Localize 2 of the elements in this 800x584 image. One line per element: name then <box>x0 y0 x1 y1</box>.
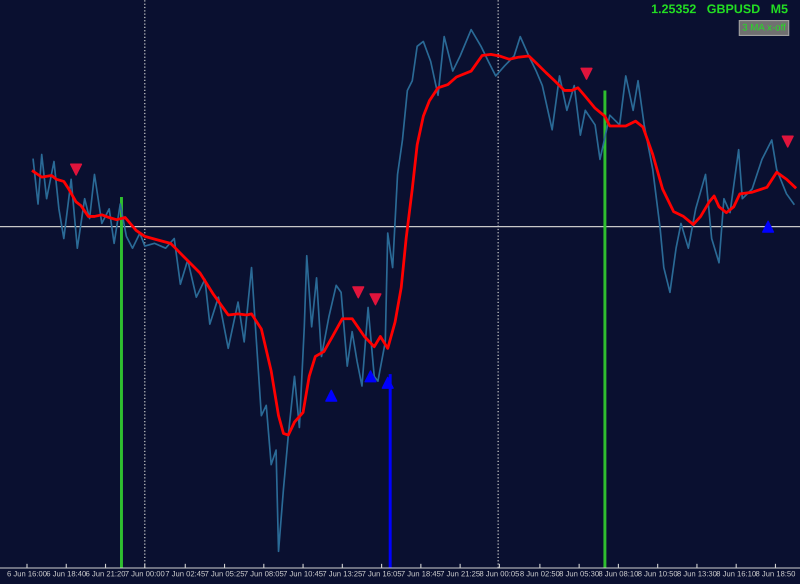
annotation: 3 MA x-off <box>742 24 786 31</box>
chart-title: 1.25352 GBPUSD M5 <box>652 4 788 14</box>
